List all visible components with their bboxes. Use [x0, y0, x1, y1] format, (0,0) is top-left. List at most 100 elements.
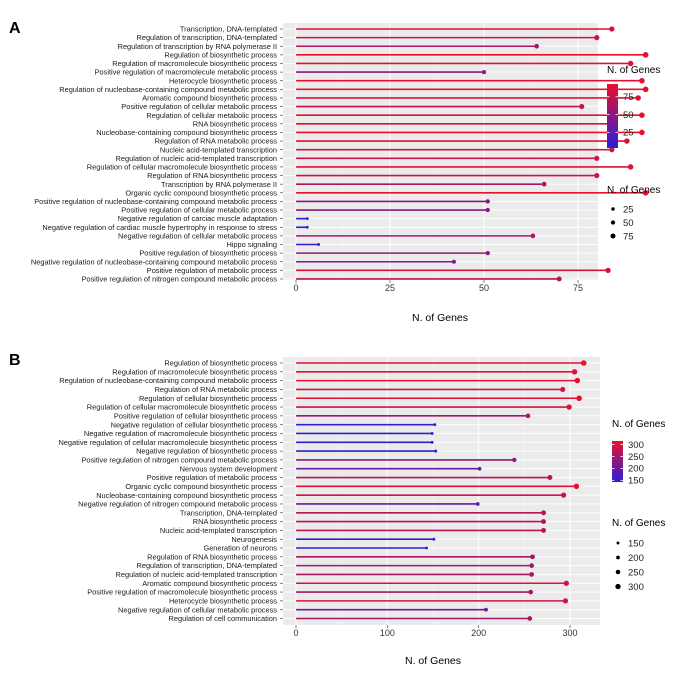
lollipop-point — [477, 466, 482, 471]
category-label: Regulation of RNA biosynthetic process — [147, 171, 277, 180]
color-legend-label: 50 — [623, 110, 634, 121]
category-label: Organic cyclic compound biosynthetic pro… — [125, 188, 277, 197]
lollipop-point — [534, 43, 539, 49]
x-tick-label: 75 — [573, 283, 583, 293]
color-legend-bar — [607, 84, 618, 148]
category-label: Positive regulation of cellular biosynth… — [114, 411, 277, 420]
lollipop-point — [642, 86, 649, 93]
category-label: Negative regulation of nitrogen compound… — [78, 500, 277, 509]
category-label: Negative regulation of cellular metaboli… — [118, 605, 277, 614]
category-label: Positive regulation of metabolic process — [147, 266, 278, 275]
lollipop-point — [317, 243, 321, 246]
category-label: Regulation of cell communication — [169, 614, 277, 623]
lollipop-point — [635, 95, 641, 101]
panel-b: B Regulation of biosynthetic processRegu… — [9, 352, 665, 667]
lollipop-point — [305, 217, 309, 221]
category-label: Regulation of nucleobase-containing comp… — [59, 85, 277, 94]
category-label: Regulation of biosynthetic process — [164, 359, 277, 368]
lollipop-point — [481, 69, 487, 75]
lollipop-point — [541, 181, 547, 187]
panel-b-x-axis-title: N. of Genes — [405, 655, 461, 667]
lollipop-point — [475, 502, 480, 506]
category-label: Positive regulation of macromolecule bio… — [87, 588, 277, 597]
lollipop-point — [541, 527, 546, 533]
category-label: RNA biosynthetic process — [193, 119, 278, 128]
lollipop-point — [642, 52, 649, 58]
color-legend-title: N. of Genes — [612, 419, 665, 430]
category-label: Positive regulation of nitrogen compound… — [81, 456, 277, 465]
category-label: Positive regulation of nucleobase-contai… — [34, 197, 277, 206]
panel-b-x-ticks: 0 100 200 300 — [293, 625, 578, 638]
lollipop-point — [642, 189, 649, 196]
category-label: Regulation of cellular macromolecule bio… — [87, 163, 278, 172]
category-label: Regulation of macromolecule biosynthetic… — [112, 59, 277, 68]
panel-a-plot-area — [283, 23, 598, 280]
category-label: Transcription by RNA polymerase II — [161, 180, 277, 189]
category-label: Neurogenesis — [231, 535, 277, 544]
panel-b-lollipops — [296, 360, 587, 621]
category-label: Regulation of transcription, DNA-templat… — [137, 33, 278, 42]
lollipop-point — [594, 35, 600, 41]
size-legend-dot — [615, 569, 621, 575]
x-tick-label: 0 — [293, 628, 298, 638]
category-label: Aromatic compound biosynthetic process — [142, 94, 277, 103]
category-label: Negative regulation of macromolecule bio… — [84, 429, 277, 438]
lollipop-point — [556, 276, 562, 282]
x-tick-label: 300 — [562, 628, 577, 638]
category-label: Positive regulation of cellular metaboli… — [121, 206, 277, 215]
category-label: Positive regulation of cellular metaboli… — [121, 102, 277, 111]
lollipop-point — [571, 369, 578, 375]
size-legend-label: 50 — [623, 218, 634, 229]
category-label: Nervous system development — [180, 464, 277, 473]
lollipop-point — [563, 580, 569, 586]
x-tick-label: 0 — [293, 283, 298, 293]
lollipop-point — [530, 554, 535, 560]
color-legend-bar — [612, 441, 623, 482]
category-label: Nucleic acid-templated transcription — [160, 526, 277, 535]
size-legend-dot — [616, 555, 620, 560]
panel-b-category-labels: Regulation of biosynthetic process Regula… — [58, 359, 283, 623]
x-tick-label: 100 — [380, 628, 395, 638]
lollipop-point — [624, 138, 630, 144]
lollipop-point — [639, 129, 645, 136]
lollipop-point — [425, 546, 429, 550]
lollipop-point — [529, 572, 534, 577]
panel-a-label: A — [9, 20, 21, 37]
lollipop-point — [609, 26, 615, 32]
lollipop-point — [627, 164, 634, 170]
category-label: Regulation of nucleic acid-templated tra… — [116, 570, 277, 579]
lollipop-point — [562, 598, 569, 604]
category-label: Regulation of RNA biosynthetic process — [147, 552, 277, 561]
x-tick-label: 25 — [385, 283, 395, 293]
category-label: Negative regulation of nucleobase-contai… — [31, 257, 277, 266]
x-tick-label: 50 — [479, 283, 489, 293]
panel-b-plot-area — [283, 357, 600, 625]
lollipop-point — [580, 360, 587, 366]
size-legend-label: 250 — [628, 567, 644, 578]
lollipop-point — [305, 225, 309, 229]
category-label: Transcription, DNA-templated — [180, 508, 277, 517]
category-label: Generation of neurons — [203, 544, 277, 553]
size-legend-title: N. of Genes — [612, 518, 665, 529]
lollipop-point — [609, 147, 615, 153]
lollipop-point — [485, 199, 490, 204]
lollipop-point — [605, 267, 611, 273]
color-legend-title: N. of Genes — [607, 65, 660, 76]
lollipop-point — [576, 395, 582, 401]
panel-b-label: B — [9, 352, 21, 369]
category-label: Positive regulation of macromolecule met… — [95, 68, 278, 77]
lollipop-point — [573, 483, 580, 490]
panel-a: A Transcription, DNA-templatedRegulation… — [9, 20, 660, 324]
color-legend-label: 75 — [623, 92, 634, 103]
size-legend-label: 150 — [628, 538, 644, 549]
color-legend-label: 25 — [623, 128, 634, 139]
color-legend-label: 150 — [628, 476, 644, 487]
category-label: Regulation of RNA metabolic process — [155, 137, 278, 146]
panel-a-x-axis-title: N. of Genes — [412, 312, 468, 324]
size-legend-label: 300 — [628, 582, 644, 593]
category-label: Regulation of cellular biosynthetic proc… — [139, 394, 277, 403]
size-legend-dot — [610, 220, 616, 225]
category-label: Regulation of cellular macromolecule bio… — [87, 403, 278, 412]
lollipop-point — [560, 386, 566, 393]
